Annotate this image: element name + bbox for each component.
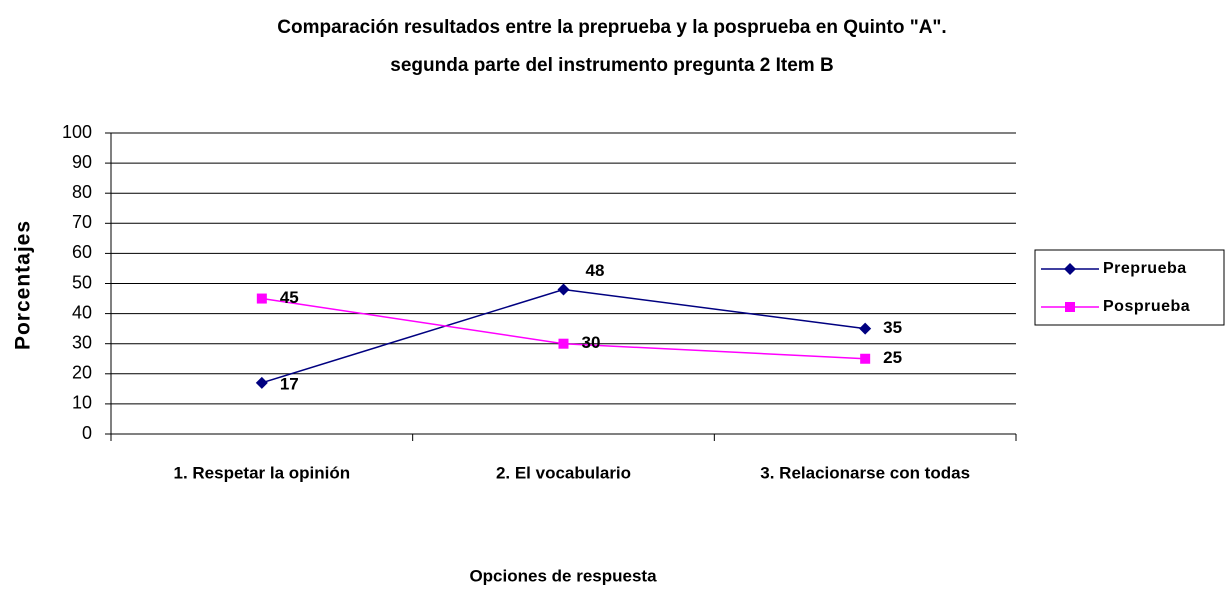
y-tick-label: 70 <box>72 212 92 232</box>
legend-box <box>1034 249 1225 326</box>
data-label: 30 <box>582 333 601 352</box>
x-axis-label: Opciones de respuesta <box>469 566 657 585</box>
marker <box>557 283 570 296</box>
data-label: 35 <box>883 318 902 337</box>
y-tick-label: 40 <box>72 302 92 322</box>
marker <box>1065 302 1075 312</box>
chart-title: segunda parte del instrumento pregunta 2… <box>390 55 833 76</box>
legend-label: Preprueba <box>1103 260 1187 277</box>
marker <box>256 293 267 304</box>
data-label: 48 <box>586 261 605 280</box>
legend-label: Posprueba <box>1103 298 1190 315</box>
data-label: 17 <box>280 374 299 393</box>
y-tick-label: 30 <box>72 332 92 352</box>
y-tick-label: 0 <box>82 423 92 443</box>
data-label: 45 <box>280 288 299 307</box>
marker <box>859 322 872 335</box>
x-tick-label: 3. Relacionarse con todas <box>760 463 970 482</box>
series-line <box>261 288 866 384</box>
y-tick-label: 100 <box>62 122 92 142</box>
x-tick-label: 1. Respetar la opinión <box>174 463 351 482</box>
marker <box>1064 263 1076 275</box>
marker <box>255 376 268 389</box>
y-tick-label: 50 <box>72 272 92 292</box>
chart-title: Comparación resultados entre la preprueb… <box>277 17 946 38</box>
marker <box>558 338 569 349</box>
series-line <box>261 297 866 360</box>
y-axis-label: Porcentajes <box>12 220 35 350</box>
y-tick-label: 80 <box>72 182 92 202</box>
y-tick-label: 90 <box>72 152 92 172</box>
data-label: 25 <box>883 348 902 367</box>
y-tick-label: 20 <box>72 363 92 383</box>
x-tick-label: 2. El vocabulario <box>496 463 631 482</box>
y-tick-label: 10 <box>72 393 92 413</box>
marker <box>860 353 871 364</box>
y-tick-label: 60 <box>72 242 92 262</box>
